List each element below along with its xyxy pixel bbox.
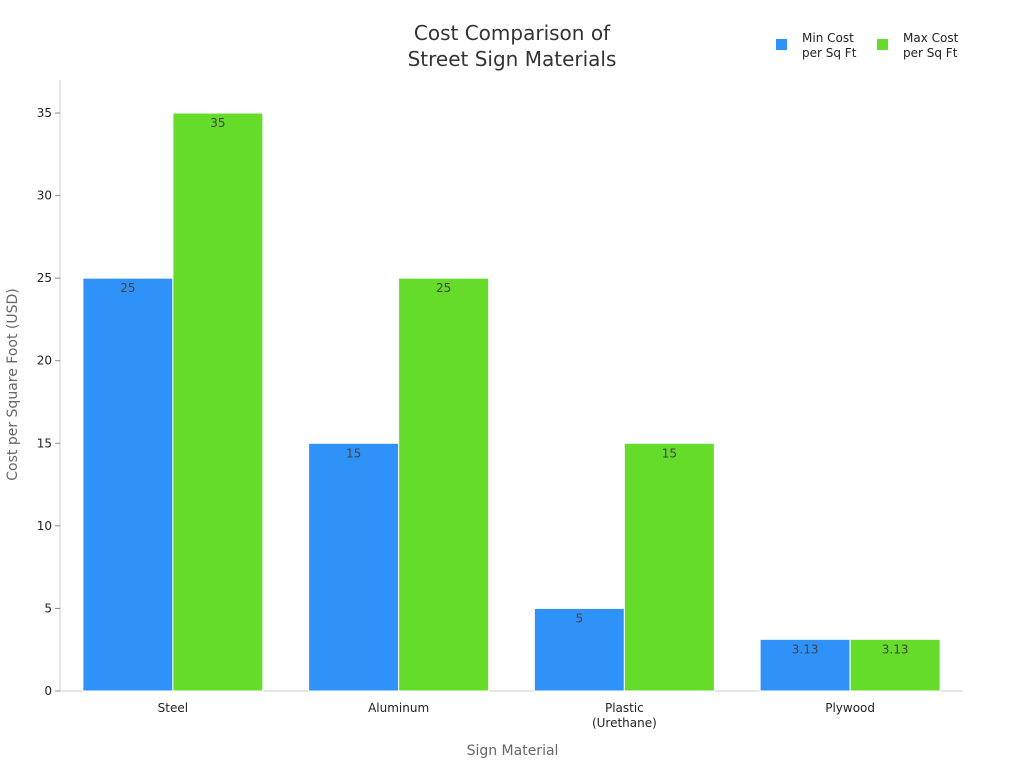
y-tick-label: 20 [37,354,52,368]
y-tick-label: 15 [37,436,52,450]
bar-value-label: 25 [120,281,135,295]
bar-value-label: 5 [576,611,584,625]
bar-min-cost [759,638,851,692]
y-tick-label: 0 [44,684,52,698]
bar-max-cost [172,112,264,692]
chart-title: Cost Comparison of Street Sign Materials [408,21,617,71]
y-tick-label: 25 [37,271,52,285]
bar-value-label: 3.13 [792,642,819,656]
bar-value-label: 3.13 [882,642,909,656]
legend-label-line: per Sq Ft [802,46,857,60]
legend-label: Min Cost per Sq Ft [802,31,857,60]
chart-title-text: Cost Comparison of Street Sign Materials [408,21,617,71]
axes: 0 5 10 15 20 25 30 35 Steel Aluminum Plastic (Ureth… [5,80,963,759]
x-tick-label-line: Aluminum [368,701,429,715]
bar-max-cost [623,442,715,692]
bars [82,112,941,692]
bar-value-label: 35 [210,116,225,130]
legend-label-line: Min Cost [802,31,854,45]
x-tick-label-line: (Urethane) [592,716,657,730]
x-tick-label-line: Steel [158,701,188,715]
bar-min-cost [82,277,174,692]
legend-label: Max Cost per Sq Ft [903,31,959,60]
legend-label-line: Max Cost [903,31,959,45]
bar-value-label: 15 [662,446,677,460]
y-tick-label: 30 [37,189,52,203]
y-tick-label: 5 [44,601,52,615]
bar-value-label: 15 [346,446,361,460]
bar-min-cost [308,442,400,692]
x-tick-label-line: Plywood [825,701,875,715]
x-axis-title: Sign Material [467,743,559,759]
data-labels: 25 35 15 25 5 15 3.13 3.13 [120,116,908,656]
x-tick-label: Steel [158,701,188,715]
x-tick-label-line: Plastic [605,701,644,715]
y-tick-label: 10 [37,519,52,533]
x-tick-label: Plastic (Urethane) [592,701,657,730]
chart-title-text-line: Street Sign Materials [408,47,617,71]
x-tick-label: Aluminum [368,701,429,715]
y-axis-title: Cost per Square Foot (USD) [5,288,21,480]
legend-label-line: per Sq Ft [903,46,958,60]
chart-title-text-line: Cost Comparison of [414,21,611,45]
y-tick-label: 35 [37,106,52,120]
bar-max-cost [849,638,941,692]
bar-value-label: 25 [436,281,451,295]
legend-swatch [877,39,888,50]
bar-min-cost [533,607,625,692]
bar-max-cost [398,277,490,692]
x-tick-label: Plywood [825,701,875,715]
legend-swatch [776,39,787,50]
